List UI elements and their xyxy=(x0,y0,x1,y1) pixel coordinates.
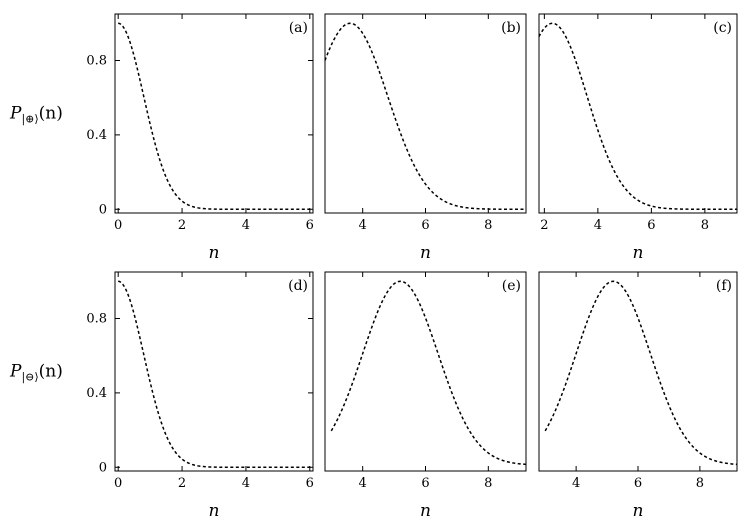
y-tick-label: 0 xyxy=(99,460,107,475)
chart-panel-5: 4 6 8 (e) n xyxy=(324,271,527,521)
x-axis-label: n xyxy=(633,243,644,263)
plot-frame xyxy=(114,271,314,472)
x-tick-label: 4 xyxy=(359,218,367,233)
chart-panel-2: 4 6 8 (b) n xyxy=(324,13,527,263)
series-line xyxy=(544,280,738,466)
x-tick-label: 0 xyxy=(114,218,122,233)
y-tick-label: 0.4 xyxy=(86,128,107,143)
chart-panel-4: 0 2 4 6 0 0.4 0.8 (d) n P|⊖⟩(n) xyxy=(9,271,314,521)
x-axis-label: n xyxy=(209,243,220,263)
x-axis-label: n xyxy=(420,501,431,521)
y-axis-label: P|⊕⟩(n) xyxy=(9,104,63,127)
x-tick-label: 4 xyxy=(242,218,250,233)
x-axis-label: n xyxy=(420,243,431,263)
x-tick-label: 2 xyxy=(178,218,186,233)
x-tick-label: 2 xyxy=(178,476,186,491)
x-tick-label: 6 xyxy=(634,476,642,491)
panel-label: (a) xyxy=(289,20,308,36)
series-line xyxy=(118,280,310,469)
x-tick-label: 8 xyxy=(484,218,492,233)
plot-frame xyxy=(114,13,314,214)
plot-frame xyxy=(538,271,738,472)
chart-panel-3: 2 4 6 8 (c) n xyxy=(538,13,738,263)
series-line xyxy=(118,22,310,211)
x-tick-label: 4 xyxy=(572,476,580,491)
x-tick-label: 4 xyxy=(242,476,250,491)
x-tick-label: 6 xyxy=(306,218,314,233)
plot-frame xyxy=(538,13,738,214)
x-tick-label: 6 xyxy=(647,218,655,233)
series-line xyxy=(330,280,527,466)
x-tick-label: 0 xyxy=(114,476,122,491)
panel-label: (c) xyxy=(713,20,732,36)
chart-panel-6: 4 6 8 (f) n xyxy=(538,271,738,521)
plot-frame xyxy=(324,271,527,472)
x-axis-label: n xyxy=(209,501,220,521)
panel-label: (d) xyxy=(288,278,308,294)
y-tick-label: 0.8 xyxy=(86,53,107,68)
y-axis-label: P|⊖⟩(n) xyxy=(9,362,63,385)
series-line xyxy=(324,22,526,211)
panel-label: (b) xyxy=(501,20,521,36)
x-tick-label: 6 xyxy=(306,476,314,491)
x-tick-label: 6 xyxy=(421,476,429,491)
y-tick-label: 0.8 xyxy=(86,311,107,326)
panel-label: (e) xyxy=(502,278,521,294)
x-tick-label: 8 xyxy=(696,476,704,491)
series-line xyxy=(538,22,737,211)
chart-panel-1: 0 2 4 6 0 0.4 0.8 (a) n P|⊕⟩(n) xyxy=(9,13,314,263)
x-tick-label: 2 xyxy=(540,218,548,233)
x-tick-label: 6 xyxy=(421,218,429,233)
x-tick-label: 4 xyxy=(594,218,602,233)
x-tick-label: 8 xyxy=(484,476,492,491)
x-tick-label: 4 xyxy=(359,476,367,491)
y-tick-label: 0 xyxy=(99,202,107,217)
x-tick-label: 8 xyxy=(701,218,709,233)
y-tick-label: 0.4 xyxy=(86,386,107,401)
x-axis-label: n xyxy=(633,501,644,521)
panel-label: (f) xyxy=(716,278,732,294)
